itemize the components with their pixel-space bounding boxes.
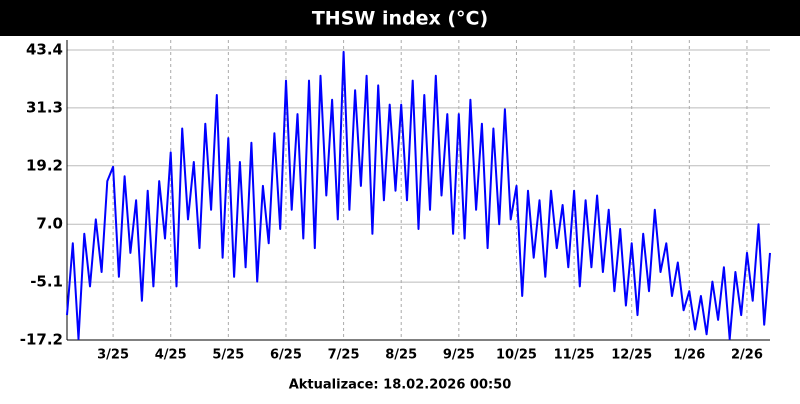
data-line <box>66 50 771 340</box>
y-tick-label: -17.2 <box>20 331 63 349</box>
x-tick-label: 9/25 <box>443 348 475 363</box>
x-tick-label: 1/26 <box>673 348 705 363</box>
footer: Aktualizace: 18.02.2026 00:50 <box>289 378 512 393</box>
x-tick-label: 12/25 <box>611 348 652 363</box>
chart-title: THSW index (°C) <box>312 8 488 30</box>
y-tick-label: -5.1 <box>30 273 63 291</box>
x-tick-label: 11/25 <box>554 348 595 363</box>
title-bar <box>0 0 800 36</box>
y-tick-label: 43.4 <box>26 41 63 59</box>
y-tick-label: 31.3 <box>26 98 63 116</box>
y-tick-label: 7.0 <box>36 215 63 233</box>
x-tick-label: 2/26 <box>731 348 763 363</box>
x-tick-label: 3/25 <box>97 348 129 363</box>
y-tick-label: 19.2 <box>26 156 63 174</box>
x-tick-label: 5/25 <box>212 348 244 363</box>
x-tick-label: 8/25 <box>385 348 417 363</box>
x-tick-label: 10/25 <box>496 348 537 363</box>
x-tick-label: 7/25 <box>328 348 360 363</box>
x-tick-label: 6/25 <box>270 348 302 363</box>
x-tick-label: 4/25 <box>155 348 187 363</box>
